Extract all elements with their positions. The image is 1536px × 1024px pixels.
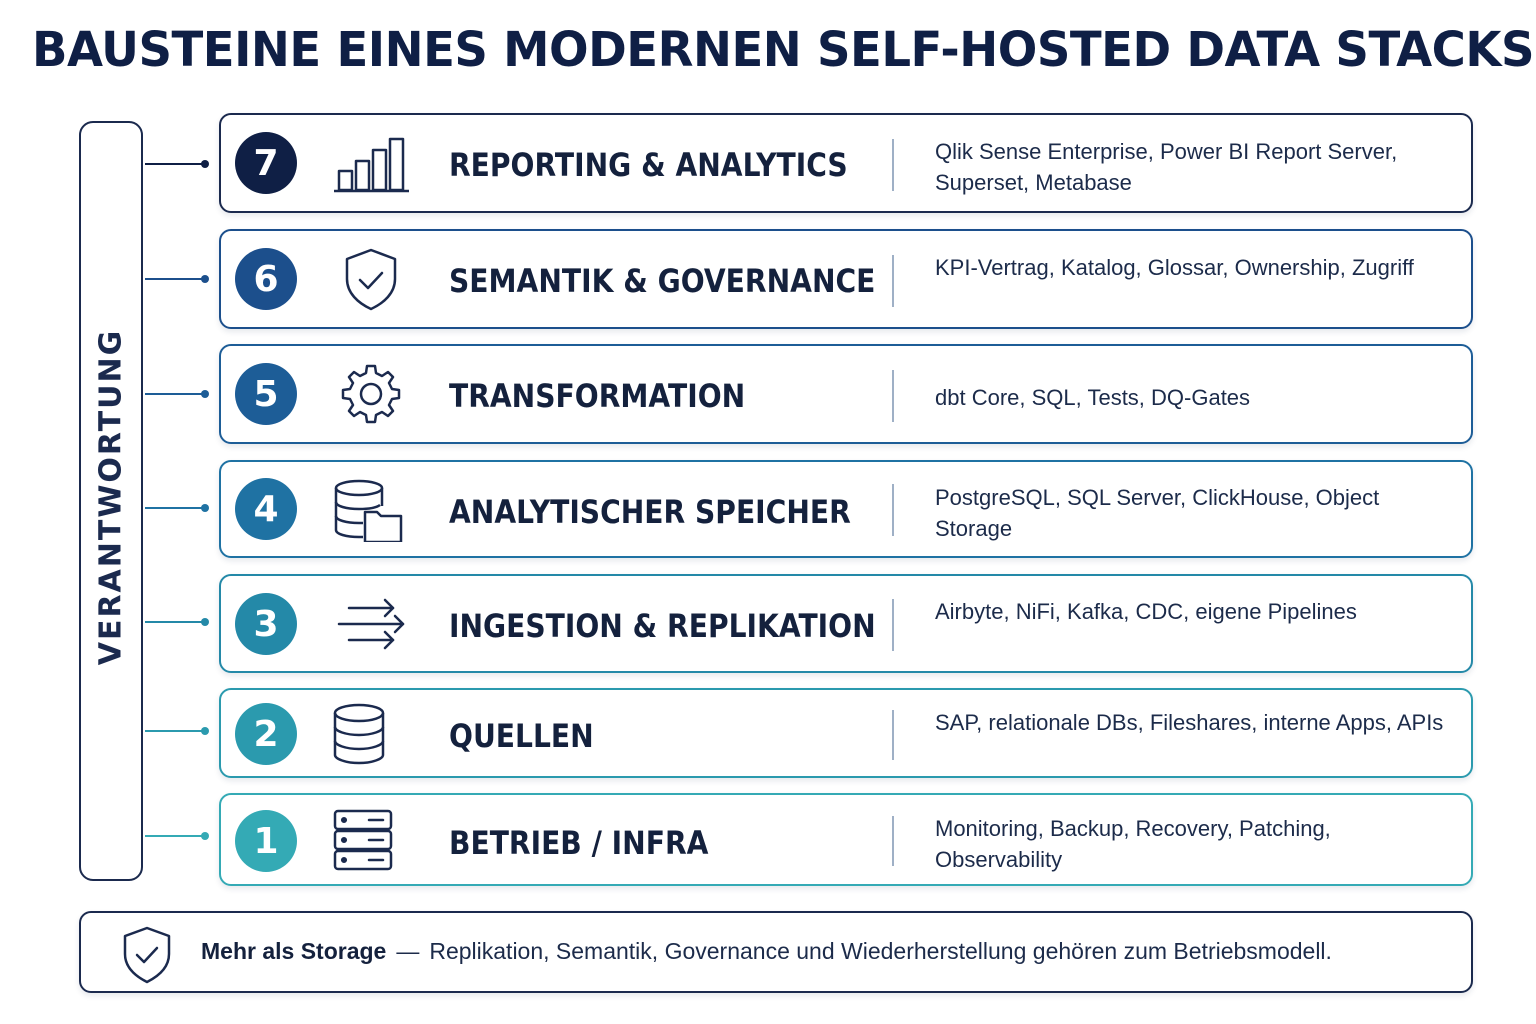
- shield-check-icon: [331, 247, 411, 311]
- footer-callout: Mehr als Storage — Replikation, Semantik, …: [79, 911, 1473, 993]
- layer-number: 4: [235, 478, 297, 540]
- separator: [892, 710, 894, 760]
- footer-body: Replikation, Semantik, Governance und Wi…: [429, 938, 1332, 964]
- arrows-icon: [331, 594, 411, 658]
- responsibility-label: VERANTWORTUNG: [93, 328, 129, 666]
- connector-3: [145, 618, 209, 626]
- separator: [892, 255, 894, 307]
- layer-ingestion-replikation: 3 INGESTION & REPLIKATION Airbyte, NiFi,…: [219, 574, 1473, 673]
- responsibility-bar: [79, 121, 143, 881]
- layer-analytischer-speicher: 4 ANALYTISCHER SPEICHER PostgreSQL, SQL …: [219, 460, 1473, 558]
- server-icon: [331, 809, 411, 873]
- page-title: BAUSTEINE EINES MODERNEN SELF-HOSTED DAT…: [32, 22, 1534, 78]
- database-icon: [331, 703, 411, 767]
- layer-number: 7: [235, 132, 297, 194]
- layer-name: ANALYTISCHER SPEICHER: [449, 493, 851, 531]
- connector-1: [145, 832, 209, 840]
- layer-quellen: 2 QUELLEN SAP, relationale DBs, Fileshar…: [219, 688, 1473, 778]
- connector-7: [145, 160, 209, 168]
- layer-reporting-analytics: 7 REPORTING & ANALYTICS Qlik Sense Enter…: [219, 113, 1473, 213]
- separator: [892, 370, 894, 422]
- layer-name: QUELLEN: [449, 717, 594, 755]
- connector-2: [145, 727, 209, 735]
- layer-number: 2: [235, 703, 297, 765]
- layer-name: INGESTION & REPLIKATION: [449, 607, 876, 645]
- connector-5: [145, 390, 209, 398]
- connector-6: [145, 275, 209, 283]
- footer-text: Mehr als Storage — Replikation, Semantik, …: [201, 938, 1332, 965]
- database-folder-icon: [331, 478, 411, 544]
- connector-4: [145, 504, 209, 512]
- layer-number: 6: [235, 248, 297, 310]
- shield-check-icon: [119, 925, 175, 985]
- layer-name: SEMANTIK & GOVERNANCE: [449, 262, 876, 300]
- bar-chart-icon: [331, 133, 411, 197]
- layer-name: REPORTING & ANALYTICS: [449, 146, 848, 184]
- separator: [892, 816, 894, 866]
- layer-number: 3: [235, 593, 297, 655]
- layer-name: BETRIEB / INFRA: [449, 824, 709, 862]
- layer-tools: KPI-Vertrag, Katalog, Glossar, Ownership…: [935, 255, 1414, 280]
- separator: [892, 139, 894, 191]
- separator: [892, 484, 894, 536]
- layer-number: 1: [235, 810, 297, 872]
- layer-tools: Monitoring, Backup, Recovery, Patching, …: [935, 816, 1331, 872]
- gear-icon: [331, 364, 411, 428]
- layer-semantik-governance: 6 SEMANTIK & GOVERNANCE KPI-Vertrag, Kat…: [219, 229, 1473, 329]
- layer-tools: Airbyte, NiFi, Kafka, CDC, eigene Pipeli…: [935, 599, 1357, 624]
- layer-tools: dbt Core, SQL, Tests, DQ-Gates: [935, 385, 1251, 410]
- layer-transformation: 5 TRANSFORMATION dbt Core, SQL, Tests, D…: [219, 344, 1473, 444]
- layer-tools: PostgreSQL, SQL Server, ClickHouse, Obje…: [935, 485, 1380, 541]
- layer-betrieb-infra: 1 BETRIEB / INFRA Monitoring, Backup, Re…: [219, 793, 1473, 886]
- footer-strong: Mehr als Storage: [201, 938, 387, 964]
- separator: [892, 599, 894, 651]
- layer-tools: SAP, relationale DBs, Fileshares, intern…: [935, 710, 1444, 735]
- layer-name: TRANSFORMATION: [449, 377, 746, 415]
- layer-tools: Qlik Sense Enterprise, Power BI Report S…: [935, 139, 1398, 195]
- layer-number: 5: [235, 363, 297, 425]
- footer-dash: —: [396, 938, 420, 964]
